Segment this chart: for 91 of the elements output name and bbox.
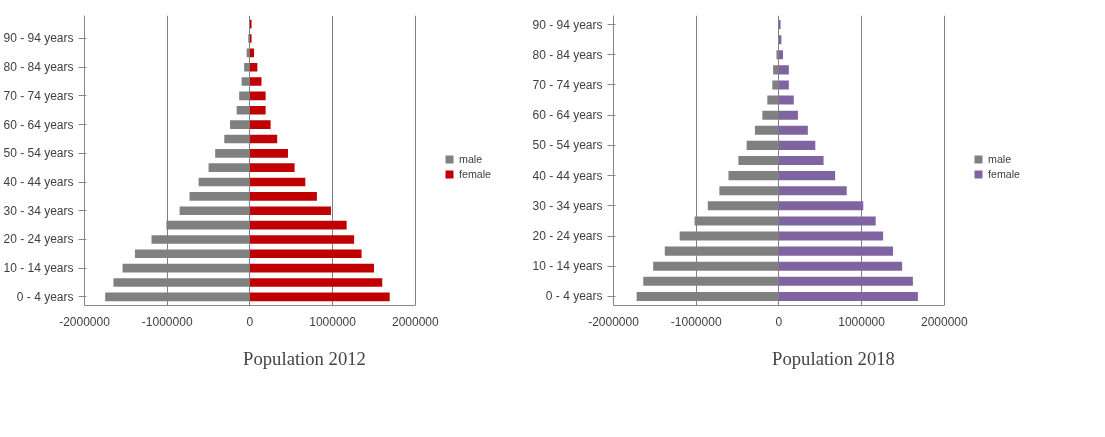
bar [778, 80, 789, 90]
bar [208, 163, 250, 172]
bar [239, 91, 250, 101]
bar [249, 149, 288, 158]
x-tick-label: 2000000 [391, 314, 440, 329]
bar [746, 140, 779, 150]
y-tick-label: 80 - 84 years [3, 60, 74, 75]
x-tick-label: 1000000 [838, 314, 886, 329]
bar [249, 235, 355, 244]
text: Population 2012 [243, 348, 366, 369]
y-tick-label: 90 - 94 years [532, 17, 603, 32]
y-tick-label: 20 - 24 years [3, 232, 74, 247]
bar [249, 263, 374, 273]
bar [778, 155, 824, 166]
bar [778, 216, 876, 226]
bar [778, 65, 789, 75]
bar [249, 206, 331, 216]
y-tick-label: 10 - 14 years [532, 259, 603, 274]
bar [773, 65, 779, 75]
y-tick-label: 70 - 74 years [532, 77, 603, 92]
bar [778, 110, 798, 120]
bar [249, 91, 266, 101]
legend-label: female [988, 168, 1020, 180]
y-tick-label: 70 - 74 years [3, 88, 74, 103]
bar [249, 77, 262, 86]
bar [224, 134, 250, 144]
bar [778, 95, 794, 105]
bar [249, 220, 347, 230]
bar [738, 155, 779, 166]
bar [778, 246, 894, 256]
x-tick-label: 0 [775, 314, 783, 329]
bar [762, 110, 779, 120]
bar [179, 206, 250, 216]
bar [249, 134, 278, 144]
x-tick-label: 2000000 [920, 314, 969, 329]
y-tick-label: 40 - 44 years [532, 168, 603, 183]
x-tick-label: -2000000 [588, 314, 640, 329]
bar [778, 201, 864, 211]
bar [778, 186, 847, 196]
bar [778, 276, 913, 286]
y-tick-label: 30 - 34 years [532, 198, 603, 213]
y-tick-label: 50 - 54 years [3, 146, 74, 161]
bar [754, 125, 779, 135]
bar [198, 177, 250, 187]
bar [189, 192, 250, 201]
y-tick-label: 80 - 84 years [532, 47, 603, 62]
bar [778, 171, 836, 181]
x-tick-label: 1000000 [309, 314, 357, 329]
bar [778, 125, 808, 135]
bar [249, 192, 317, 201]
bar [249, 163, 295, 172]
bar [215, 149, 250, 158]
bar [249, 292, 390, 302]
y-tick-label: 50 - 54 years [532, 138, 603, 153]
bar [249, 177, 306, 187]
x-tick-label: 0 [246, 314, 254, 329]
bar [707, 201, 779, 211]
y-tick-label: 10 - 14 years [3, 261, 74, 276]
bar [249, 278, 383, 287]
y-tick-label: 40 - 44 years [3, 175, 74, 190]
bar [728, 171, 779, 181]
x-tick-label: -1000000 [670, 314, 722, 329]
bar [767, 95, 779, 105]
y-tick-label: 90 - 94 years [3, 31, 74, 46]
bar [241, 77, 250, 86]
bar [236, 105, 250, 115]
y-tick-label: 30 - 34 years [3, 203, 74, 218]
bar [778, 140, 816, 150]
bar [778, 261, 903, 271]
x-tick-label: -1000000 [141, 314, 193, 329]
legend-label: male [459, 153, 483, 165]
text: Population 2018 [772, 348, 895, 369]
bar [249, 105, 266, 115]
bar [772, 80, 779, 90]
y-tick-label: 20 - 24 years [532, 229, 603, 244]
bar [249, 249, 362, 259]
legend-label: male [988, 153, 1012, 165]
bar [776, 50, 779, 60]
bar [719, 186, 779, 196]
bar [778, 231, 884, 241]
y-tick-label: 60 - 64 years [532, 108, 603, 123]
y-tick-label: 0 - 4 years [16, 289, 74, 304]
y-tick-label: 60 - 64 years [3, 117, 74, 132]
y-tick-label: 0 - 4 years [545, 289, 603, 304]
bar [249, 120, 271, 129]
bar [244, 62, 250, 72]
bar [230, 120, 250, 129]
bar [778, 291, 918, 301]
x-tick-label: -2000000 [59, 314, 111, 329]
bar [778, 50, 784, 60]
legend-label: female [459, 168, 491, 180]
